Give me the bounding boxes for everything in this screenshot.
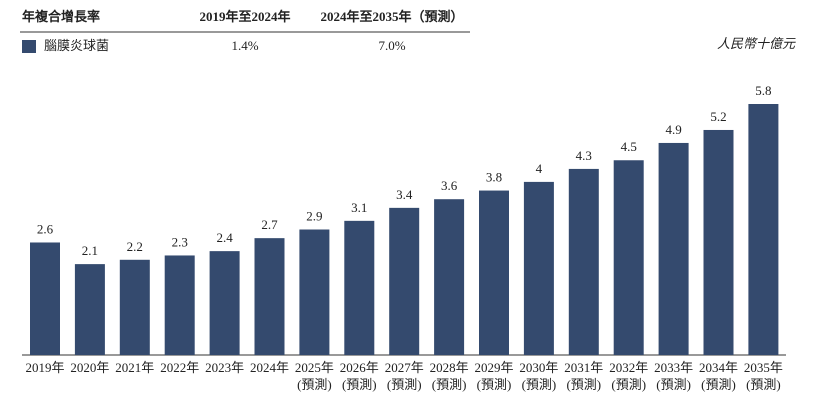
bar <box>299 229 330 355</box>
bar <box>209 251 240 355</box>
x-tick-label: 2027年 <box>385 360 424 375</box>
x-tick-label: (預測) <box>387 377 422 392</box>
bar <box>523 181 554 355</box>
x-tick-label: (預測) <box>477 377 512 392</box>
x-tick-label: 2029年 <box>474 360 513 375</box>
x-tick-label: 2030年 <box>519 360 558 375</box>
x-tick-label: 2033年 <box>654 360 693 375</box>
value-label: 2.7 <box>261 217 278 232</box>
x-tick-label: 2022年 <box>160 360 199 375</box>
value-label: 2.3 <box>172 234 188 249</box>
bar <box>344 220 375 355</box>
x-tick-label: 2025年 <box>295 360 334 375</box>
bar <box>613 160 644 355</box>
value-label: 3.4 <box>396 187 413 202</box>
legend-swatch <box>22 40 36 53</box>
value-label: 3.6 <box>441 178 458 193</box>
value-label: 4.3 <box>576 148 592 163</box>
x-tick-label: 2021年 <box>115 360 154 375</box>
table-row-label: 腦膜炎球菌 <box>44 38 109 53</box>
x-tick-label: (預測) <box>701 377 736 392</box>
x-tick-label: (預測) <box>566 377 601 392</box>
table-header: 2024年至2035年（預測） <box>320 9 463 24</box>
unit-label: 人民幣十億元 <box>717 36 796 51</box>
x-tick-label: 2019年 <box>25 360 64 375</box>
value-label: 5.2 <box>710 109 726 124</box>
bar <box>254 238 285 355</box>
x-tick-label: (預測) <box>746 377 781 392</box>
x-tick-label: (預測) <box>432 377 467 392</box>
x-tick-label: (預測) <box>342 377 377 392</box>
x-tick-label: (預測) <box>611 377 646 392</box>
bar <box>389 207 420 355</box>
table-cell: 7.0% <box>378 38 405 53</box>
x-tick-label: 2031年 <box>564 360 603 375</box>
value-label: 4.5 <box>621 139 637 154</box>
bar <box>748 104 779 355</box>
value-label: 4 <box>536 161 543 176</box>
value-label: 2.4 <box>216 230 233 245</box>
table-header: 2019年至2024年 <box>199 9 290 24</box>
bar <box>479 190 509 355</box>
bar <box>119 259 150 355</box>
x-tick-label: 2032年 <box>609 360 648 375</box>
value-label: 3.8 <box>486 170 502 185</box>
x-tick-label: (預測) <box>522 377 557 392</box>
bar <box>568 168 599 355</box>
table-header: 年複合增長率 <box>22 9 100 24</box>
value-label: 3.1 <box>351 200 367 215</box>
value-label: 2.9 <box>306 208 322 223</box>
value-label: 2.2 <box>127 239 143 254</box>
value-label: 5.8 <box>755 83 771 98</box>
x-tick-label: 2035年 <box>744 360 783 375</box>
x-tick-label: 2028年 <box>430 360 469 375</box>
bar <box>434 199 465 355</box>
x-tick-label: 2020年 <box>70 360 109 375</box>
table-cell: 1.4% <box>231 38 258 53</box>
x-tick-label: (預測) <box>297 377 332 392</box>
value-label: 4.9 <box>665 122 681 137</box>
x-tick-label: 2024年 <box>250 360 289 375</box>
bar <box>658 142 689 355</box>
bar <box>703 129 734 355</box>
bar <box>74 264 105 355</box>
bar <box>30 242 60 355</box>
value-label: 2.6 <box>37 221 54 236</box>
value-label: 2.1 <box>82 243 98 258</box>
x-tick-label: 2023年 <box>205 360 244 375</box>
x-tick-label: 2034年 <box>699 360 738 375</box>
x-tick-label: 2026年 <box>340 360 379 375</box>
x-tick-label: (預測) <box>656 377 691 392</box>
bar <box>164 255 195 355</box>
